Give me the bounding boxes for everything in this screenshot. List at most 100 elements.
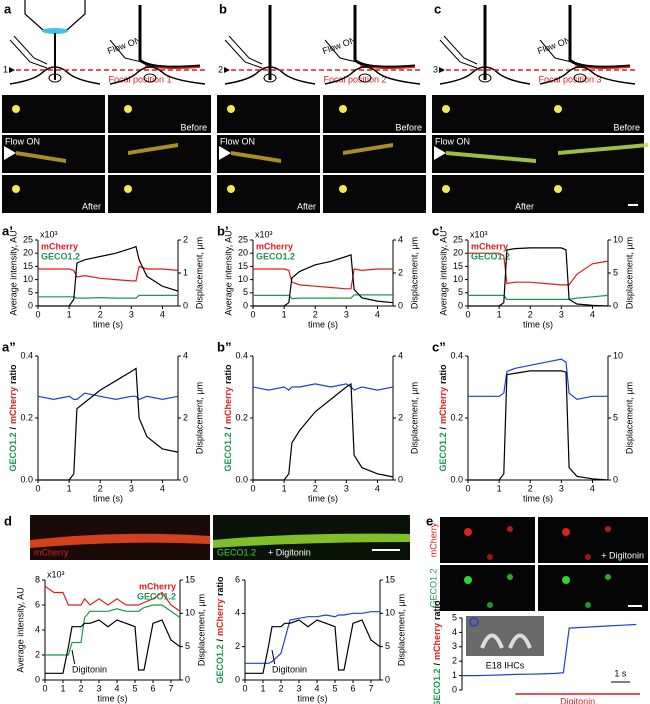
series-line (45, 604, 181, 656)
axis-multiplier: x10³ (47, 569, 65, 579)
y-axis-label-part: GECO1.2 (438, 433, 448, 472)
flow-arrow (434, 146, 446, 160)
flow-streak (16, 151, 66, 163)
panel-label: d (4, 513, 12, 528)
y-tick-label: 3 (452, 641, 457, 651)
y-axis-label: Average intensity, AU (223, 230, 233, 315)
pipette (439, 35, 478, 69)
y2-tick-label: 5 (613, 267, 618, 277)
y-axis-label: GECO1.2 / mCherry ratio (438, 364, 448, 472)
focal-number: 2 (218, 64, 223, 74)
flow-arrow (219, 146, 231, 160)
y-tick-label: 0.2 (235, 412, 248, 422)
hair-cell (507, 574, 513, 580)
y2-axis-label: Displacement, µm (194, 382, 204, 454)
scale-bar (628, 204, 638, 206)
flow-label: Flow ON (321, 35, 357, 56)
y-axis-label-part: mCherry (223, 387, 233, 424)
cell (439, 66, 531, 85)
legend-label: mCherry (471, 241, 508, 251)
micrograph (108, 175, 211, 213)
x-tick-label: 1 (497, 483, 502, 493)
focal-arrow (9, 67, 15, 73)
y-tick-label: 0 (35, 674, 40, 684)
x-tick-label: 2 (313, 309, 318, 319)
inset-roi (469, 617, 479, 627)
hair-cell (605, 574, 611, 580)
micrograph (323, 175, 426, 213)
x-tick-label: 1 (260, 683, 265, 693)
lens (42, 28, 68, 34)
series-line (252, 383, 394, 391)
y-axis-label-part: mCherry (8, 387, 18, 424)
image-label: Flow ON (435, 136, 470, 146)
series-line (37, 392, 179, 401)
fluorescent-spot (442, 105, 450, 113)
x-tick-label: 2 (98, 309, 103, 319)
y-axis-label-part: / (223, 427, 233, 430)
y-tick-label: 10 (23, 274, 33, 284)
x-tick-label: 6 (350, 683, 355, 693)
panel-label: c” (432, 339, 446, 354)
y2-tick-label: 4 (398, 350, 403, 360)
focal-number: 3 (433, 64, 438, 74)
x-tick-label: 3 (559, 483, 564, 493)
x-tick-label: 1 (282, 309, 287, 319)
x-tick-label: 3 (129, 309, 134, 319)
y2-tick-label: 10 (185, 608, 195, 618)
fluorescent-spot (12, 185, 20, 193)
series-line (38, 294, 178, 299)
y2-axis-label: Displacement, µm (194, 237, 204, 309)
x-tick-label: 4 (375, 309, 380, 319)
x-tick-label: 2 (528, 483, 533, 493)
y-tick-label: 2 (235, 641, 240, 651)
x-tick-label: 4 (590, 483, 595, 493)
x-tick-label: 1 (282, 483, 287, 493)
y2-axis-label: Displacement, µm (409, 382, 419, 454)
annotation-arrow (71, 649, 76, 665)
objective (24, 0, 86, 31)
legend-label: GECO1.2 (471, 251, 510, 261)
series-line (468, 358, 608, 401)
nucleus (478, 73, 492, 83)
y-tick-label: 5 (458, 287, 463, 297)
x-tick-label: 5 (332, 683, 337, 693)
y2-tick-label: 15 (185, 574, 195, 584)
micrograph (432, 175, 538, 213)
focal-label: Focal position 2 (323, 74, 386, 84)
fluorescent-spot (554, 105, 562, 113)
annotation: Digitonin (272, 664, 307, 674)
x-tick-label: 2 (313, 483, 318, 493)
y-tick-label: 10 (238, 274, 248, 284)
x-tick-label: 0 (42, 683, 47, 693)
x-axis-label: time (s) (523, 319, 553, 329)
flow-label: Flow ON (106, 35, 142, 56)
micrograph (538, 565, 648, 611)
y-tick-label: 15 (23, 261, 33, 271)
y2-tick-label: 0 (185, 674, 190, 684)
y-axis-label-part: mCherry (438, 387, 448, 424)
y2-tick-label: 1 (183, 267, 188, 277)
series-line (44, 585, 181, 612)
y-tick-label: 20 (23, 248, 33, 258)
x-axis-label: time (s) (298, 693, 328, 703)
y2-tick-label: 10 (385, 608, 395, 618)
y2-tick-label: 2 (398, 412, 403, 422)
y2-tick-label: 4 (398, 234, 403, 244)
image-label: mCherry (34, 547, 69, 557)
inset-image (466, 616, 544, 656)
inset-label: E18 IHCs (486, 660, 525, 670)
micrograph (538, 175, 644, 213)
x-tick-label: 1 (60, 683, 65, 693)
axis-multiplier: x10³ (470, 229, 488, 239)
y-tick-label: 0.0 (20, 474, 33, 484)
hair-cell (585, 554, 591, 560)
y-tick-label: 25 (238, 234, 248, 244)
x-tick-label: 0 (35, 309, 40, 319)
y-tick-label: 20 (453, 248, 463, 258)
y2-tick-label: 0 (183, 300, 188, 310)
y-tick-label: 0.2 (20, 412, 33, 422)
flow-streak (558, 143, 648, 155)
flow-label: Flow ON (536, 35, 572, 56)
cell-green (213, 533, 410, 548)
